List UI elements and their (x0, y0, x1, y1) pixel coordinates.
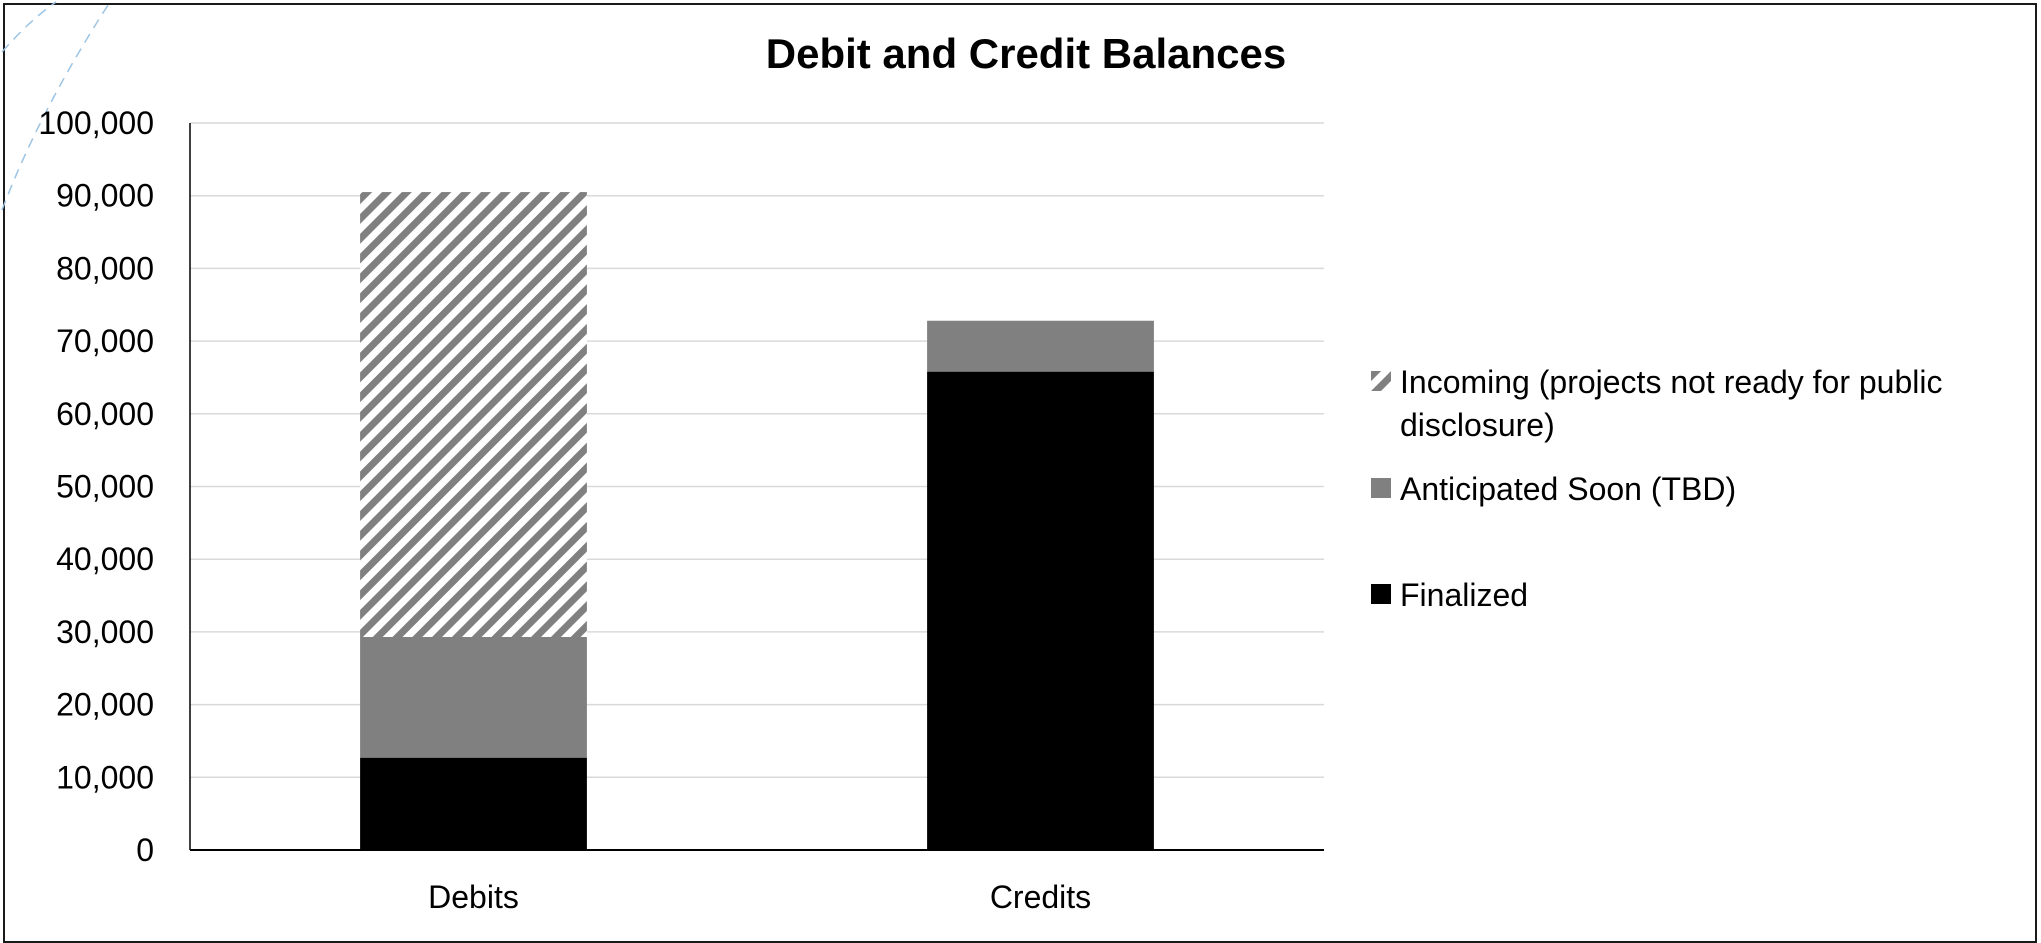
x-axis-categories: Debits Credits (428, 879, 1091, 915)
y-tick-label: 30,000 (56, 614, 154, 650)
legend-label: Finalized (1400, 577, 1528, 613)
chart-title: Debit and Credit Balances (766, 30, 1286, 77)
bar-segment-credits-0 (927, 371, 1154, 850)
y-tick-label: 10,000 (56, 759, 154, 795)
bar-segment-debits-2 (360, 192, 587, 637)
legend-swatch (1371, 371, 1391, 391)
legend-label: Anticipated Soon (TBD) (1400, 471, 1736, 507)
x-category-label: Credits (990, 879, 1091, 915)
y-tick-label: 0 (136, 832, 154, 868)
y-tick-label: 80,000 (56, 250, 154, 286)
y-tick-label: 40,000 (56, 541, 154, 577)
legend-swatch (1371, 478, 1391, 498)
y-tick-label: 20,000 (56, 687, 154, 723)
legend-swatch (1371, 584, 1391, 604)
bar-segment-credits-1 (927, 320, 1154, 372)
y-tick-label: 100,000 (38, 105, 154, 141)
y-axis-ticks: 0 10,000 20,000 30,000 40,000 50,000 60,000 70,… (38, 105, 154, 868)
bar-segment-debits-1 (360, 636, 587, 758)
legend-label: disclosure) (1400, 407, 1555, 443)
y-tick-label: 50,000 (56, 469, 154, 505)
y-tick-label: 70,000 (56, 323, 154, 359)
y-tick-label: 60,000 (56, 396, 154, 432)
axes (189, 123, 1324, 851)
bar-segment-debits-0 (360, 757, 587, 850)
y-tick-label: 90,000 (56, 178, 154, 214)
bars (360, 192, 1154, 850)
decorative-dashed-curve (1, 1, 111, 211)
legend: Incoming (projects not ready for public d… (1371, 364, 1942, 613)
legend-label: Incoming (projects not ready for public (1400, 364, 1942, 400)
x-category-label: Debits (428, 879, 519, 915)
